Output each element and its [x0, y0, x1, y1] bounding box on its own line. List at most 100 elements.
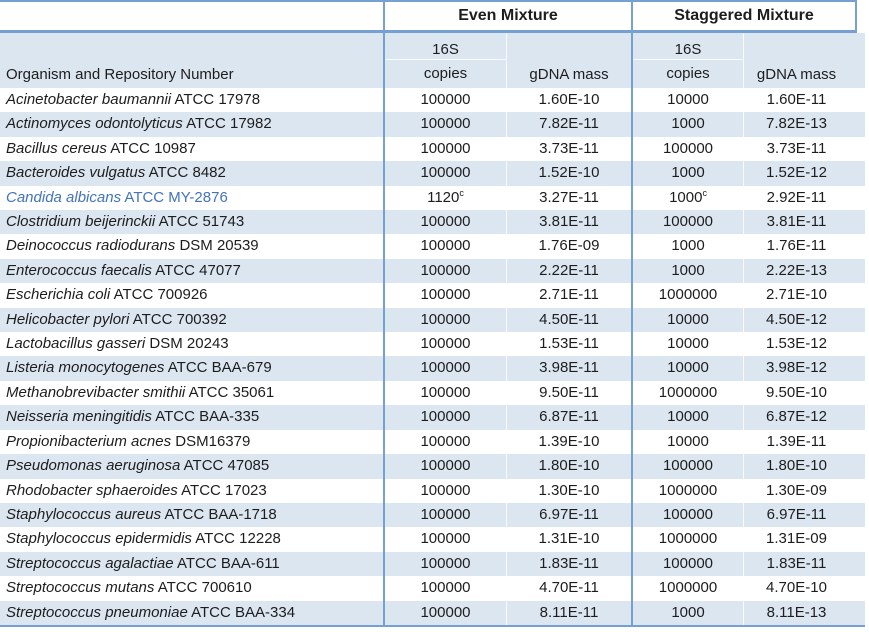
organism-cell: Clostridium beijerinckii ATCC 51743	[0, 210, 383, 234]
staggered-16s-copies-cell: 1000	[631, 112, 744, 137]
even-gdna-mass-cell: 1.60E-10	[538, 91, 600, 108]
even-16s-copies-cell: 100000	[383, 210, 507, 235]
staggered-copies-label: copies	[666, 65, 710, 82]
even-16s-copies-cell: 100000	[383, 136, 507, 162]
organism-cell: Streptococcus pneumoniae ATCC BAA-334	[0, 601, 383, 625]
staggered-gdna-mass-cell: 2.71E-10	[766, 286, 827, 304]
staggered-gdna-mass-cell: 2.22E-13	[766, 261, 827, 279]
even-gdna-mass-cell: 2.71E-11	[539, 286, 599, 304]
even-gdna-mass-cell: 6.97E-11	[539, 505, 599, 523]
even-16s-copies-cell: 100000	[383, 502, 507, 528]
staggered-gdna-mass-cell: 1.53E-12	[766, 335, 827, 353]
even-16s-copies-cell: 100000	[383, 478, 507, 503]
even-16s-copies-cell: 100000	[383, 88, 507, 113]
organism-name: Clostridium beijerinckii	[6, 213, 156, 231]
even-gdna-mass-cell: 2.22E-11	[539, 261, 599, 279]
staggered-16s-copies-cell: 1000000	[631, 478, 744, 503]
table-row: Acinetobacter baumannii ATCC 17978 10000…	[0, 88, 865, 113]
even-gdna-mass-cell: 4.50E-11	[539, 310, 599, 328]
staggered-16s-copies-cell: 100000	[631, 502, 744, 528]
organism-cell: Staphylococcus aureus ATCC BAA-1718	[0, 503, 383, 527]
organism-name: Rhodobacter sphaeroides	[6, 481, 178, 499]
even-16s-copies-header: 16S copies	[383, 33, 507, 88]
staggered-mixture-header: Staggered Mixture	[631, 2, 857, 30]
staggered-16s-copies-cell: 10000	[631, 307, 744, 333]
organism-cell: Helicobacter pylori ATCC 700392	[0, 308, 383, 332]
staggered-gdna-mass-cell: 4.70E-10	[766, 579, 827, 597]
organism-cell: Actinomyces odontolyticus ATCC 17982	[0, 112, 383, 136]
staggered-16s-copies-cell: 1000	[631, 258, 744, 284]
organism-cell: Deinococcus radiodurans DSM 20539	[0, 234, 383, 258]
organism-name: Neisseria meningitidis	[6, 408, 152, 426]
staggered-gdna-mass-cell: 1.31E-09	[766, 530, 827, 548]
staggered-16s-copies-cell: 100000	[631, 136, 744, 162]
organism-name: Bacteroides vulgatus	[6, 164, 146, 182]
staggered-gdna-mass-cell: 1.76E-11	[766, 237, 827, 255]
table-row: Clostridium beijerinckii ATCC 51743 1000…	[0, 210, 865, 235]
organism-cell: Candida albicans ATCC MY-2876	[0, 186, 383, 210]
repository-number: ATCC 17978	[174, 91, 261, 108]
even-gdna-mass-cell: 3.81E-11	[539, 213, 599, 231]
even-16s-copies-cell: 100000	[383, 234, 507, 259]
organism-name: Lactobacillus gasseri	[6, 335, 146, 353]
repository-number: DSM 20243	[149, 335, 229, 353]
staggered-gdna-mass-cell: 4.50E-12	[766, 310, 827, 328]
even-16s-copies-cell: 100000	[383, 405, 507, 430]
organism-cell: Bacteroides vulgatus ATCC 8482	[0, 161, 383, 185]
repository-number: ATCC 700392	[132, 310, 227, 328]
staggered-16s-copies-cell: 1000	[631, 234, 744, 259]
repository-number: ATCC 35061	[188, 383, 275, 401]
table-row: Rhodobacter sphaeroides ATCC 17023 10000…	[0, 478, 865, 503]
organism-name: Staphylococcus epidermidis	[6, 530, 192, 548]
staggered-16s-copies-cell: 10000	[631, 405, 744, 430]
repository-number: ATCC MY-2876	[124, 188, 228, 206]
even-gdna-mass-cell: 1.31E-10	[538, 530, 600, 548]
organism-name: Helicobacter pylori	[6, 310, 130, 328]
organism-cell: Staphylococcus epidermidis ATCC 12228	[0, 527, 383, 551]
repository-number: ATCC BAA-679	[167, 359, 272, 377]
staggered-gdna-mass-cell: 3.98E-12	[766, 359, 827, 377]
even-16s-copies-cell: 100000	[383, 551, 507, 577]
even-gdna-mass-cell: 3.98E-11	[539, 359, 599, 377]
organism-name: Listeria monocytogenes	[6, 359, 165, 377]
repository-number: ATCC 700926	[113, 286, 208, 304]
even-16s-copies-cell: 100000	[383, 527, 507, 552]
staggered-16s-copies-cell: 1000c	[631, 185, 744, 211]
repository-number: ATCC 12228	[195, 530, 281, 548]
staggered-16s-copies-cell: 1000000	[631, 380, 744, 406]
staggered-16s-copies-cell: 100000	[631, 551, 744, 577]
table-row: Neisseria meningitidis ATCC BAA-335 1000…	[0, 405, 865, 430]
even-copies-label: copies	[423, 65, 468, 82]
staggered-gdna-mass-cell: 1.80E-10	[766, 457, 827, 475]
table-header-group-row: Even Mixture Staggered Mixture	[0, 0, 857, 33]
staggered-gdna-mass-cell: 3.81E-11	[766, 213, 827, 231]
even-gdna-mass-cell: 3.27E-11	[539, 188, 599, 206]
organism-cell: Propionibacterium acnes DSM16379	[0, 430, 383, 454]
table-row: Streptococcus agalactiae ATCC BAA-611 10…	[0, 551, 865, 577]
even-gdna-mass-cell: 4.70E-11	[539, 579, 599, 597]
table-bottom-border	[0, 624, 865, 627]
staggered-gdna-mass-cell: 1.39E-11	[766, 432, 827, 450]
organism-name: Streptococcus agalactiae	[6, 554, 174, 572]
organism-name: Escherichia coli	[6, 286, 111, 304]
organism-cell: Acinetobacter baumannii ATCC 17978	[0, 88, 383, 112]
organism-name: Streptococcus pneumoniae	[6, 603, 188, 621]
organism-name: Actinomyces odontolyticus	[6, 115, 183, 133]
staggered-gdna-mass-cell: 3.73E-11	[766, 139, 827, 157]
organism-cell: Lactobacillus gasseri DSM 20243	[0, 332, 383, 356]
table-row: Bacteroides vulgatus ATCC 8482 100000 1.…	[0, 161, 865, 186]
staggered-gdna-mass-header: gDNA mass	[744, 33, 865, 88]
even-gdna-mass-cell: 1.30E-10	[538, 481, 600, 499]
organism-cell: Methanobrevibacter smithii ATCC 35061	[0, 381, 383, 405]
staggered-gdna-mass-cell: 8.11E-13	[766, 603, 827, 621]
repository-number: ATCC 700610	[157, 579, 252, 597]
repository-number: ATCC 8482	[148, 164, 226, 182]
organism-name: Staphylococcus aureus	[6, 505, 162, 523]
organism-name: Propionibacterium acnes	[6, 432, 172, 450]
staggered-gdna-label: gDNA mass	[756, 66, 837, 83]
even-gdna-mass-cell: 1.76E-09	[538, 237, 600, 255]
repository-number: ATCC 51743	[158, 213, 245, 231]
even-gdna-mass-cell: 1.53E-11	[539, 335, 599, 353]
staggered-16s-copies-cell: 10000	[631, 88, 744, 113]
